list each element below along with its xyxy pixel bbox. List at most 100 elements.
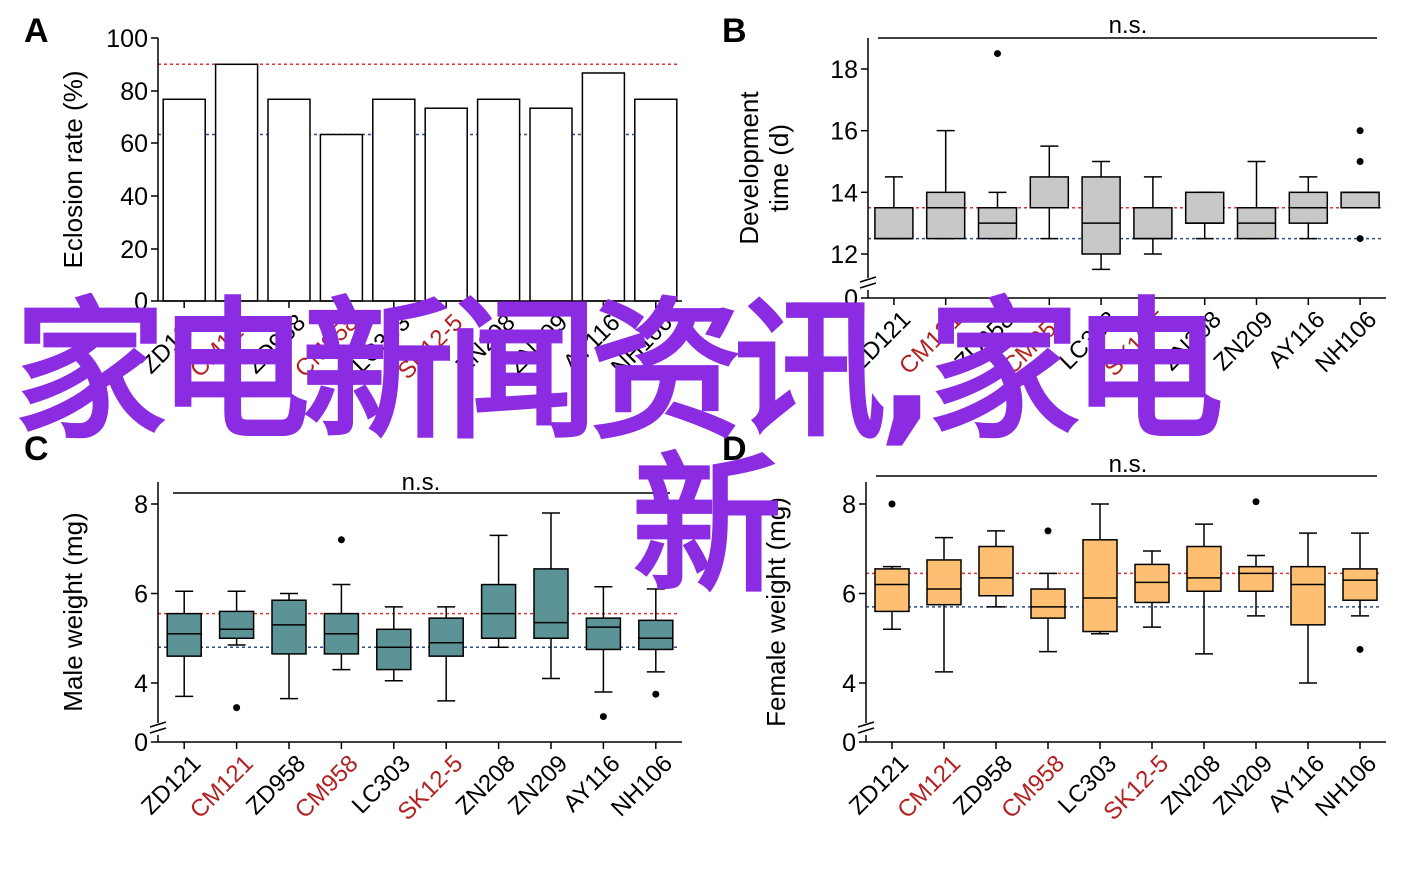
outlier-point bbox=[1356, 158, 1364, 165]
box-iqr bbox=[271, 599, 307, 655]
axis-break-mark bbox=[859, 276, 877, 283]
box-ay116 bbox=[1290, 532, 1326, 684]
significance-label: n.s. bbox=[1109, 451, 1148, 478]
box-iqr bbox=[376, 628, 412, 671]
panel-letter: A bbox=[24, 12, 49, 50]
box-zn208 bbox=[1186, 523, 1222, 655]
y-tick-label: 80 bbox=[120, 78, 148, 106]
y-axis-label: Female weight (mg) bbox=[761, 497, 791, 727]
outlier-point bbox=[337, 536, 345, 544]
y-axis-label-line: time (d) bbox=[764, 124, 794, 212]
box-iqr bbox=[428, 617, 464, 657]
box-zn208 bbox=[1184, 191, 1225, 240]
axis-break-mark bbox=[149, 721, 167, 728]
box-cm121 bbox=[925, 129, 966, 240]
box-cm958 bbox=[1029, 145, 1070, 240]
box-iqr bbox=[1290, 565, 1326, 626]
y-axis-label: Developmenttime (d) bbox=[734, 91, 794, 245]
y-tick-label: 40 bbox=[120, 183, 148, 211]
bar-nh106 bbox=[634, 98, 678, 302]
y-tick-label: 6 bbox=[842, 581, 856, 609]
box-zn209 bbox=[533, 512, 569, 680]
box-iqr bbox=[1029, 176, 1070, 209]
y-tick-label: 4 bbox=[842, 670, 856, 698]
box-zn209 bbox=[1236, 160, 1277, 240]
box-ay116 bbox=[585, 586, 622, 721]
box-iqr bbox=[1082, 539, 1118, 633]
box-lc303 bbox=[1081, 160, 1121, 271]
box-sk12-5 bbox=[428, 606, 464, 702]
box-iqr bbox=[533, 568, 569, 640]
box-zd121 bbox=[874, 500, 910, 631]
outlier-point bbox=[888, 500, 896, 508]
bar-sk12-5 bbox=[424, 107, 468, 302]
box-iqr bbox=[926, 559, 962, 606]
panel-letter: C bbox=[24, 430, 49, 468]
box-nh106 bbox=[1342, 532, 1378, 653]
box-iqr bbox=[1030, 588, 1066, 619]
box-zn208 bbox=[480, 534, 517, 648]
box-iqr bbox=[1186, 545, 1222, 593]
box-nh106 bbox=[1340, 127, 1380, 243]
box-iqr bbox=[1134, 563, 1170, 604]
axis-break-mark bbox=[857, 727, 875, 734]
box-iqr bbox=[978, 545, 1014, 597]
box-iqr bbox=[1340, 191, 1380, 209]
y-tick-label: 0 bbox=[134, 288, 148, 316]
bar-zn209 bbox=[529, 107, 573, 302]
bar-zd121 bbox=[162, 98, 206, 302]
x-tick-label: ZN209 bbox=[503, 309, 573, 379]
x-tick-label: ZN209 bbox=[1208, 750, 1278, 820]
y-tick-label: 4 bbox=[134, 670, 148, 698]
x-tick-label: ZN208 bbox=[451, 309, 521, 379]
significance-label: n.s. bbox=[1109, 12, 1148, 39]
box-cm958 bbox=[1030, 527, 1066, 653]
y-tick-label: 14 bbox=[830, 179, 858, 207]
y-tick-label: 16 bbox=[830, 118, 858, 146]
axis-break-mark bbox=[857, 721, 875, 728]
y-tick-label: 12 bbox=[830, 241, 858, 269]
y-tick-label: 0 bbox=[134, 729, 148, 757]
axis-break-mark bbox=[149, 727, 167, 734]
y-tick-label: 8 bbox=[134, 491, 148, 519]
box-iqr bbox=[925, 191, 966, 240]
outlier-point bbox=[1356, 127, 1364, 135]
box-iqr bbox=[480, 583, 517, 639]
y-tick-label: 0 bbox=[842, 729, 856, 757]
outlier-point bbox=[994, 50, 1001, 58]
box-zd121 bbox=[874, 176, 914, 240]
x-tick-label: ZN209 bbox=[503, 750, 573, 820]
panel-letter: B bbox=[722, 12, 747, 50]
outlier-point bbox=[1356, 235, 1364, 243]
box-iqr bbox=[218, 610, 255, 640]
outlier-point bbox=[1044, 527, 1052, 535]
outlier-point bbox=[599, 713, 607, 721]
panel-letter: D bbox=[722, 430, 747, 468]
y-tick-label: 20 bbox=[120, 236, 148, 264]
box-iqr bbox=[1342, 568, 1378, 601]
box-zd121 bbox=[166, 590, 202, 698]
box-cm958 bbox=[323, 536, 360, 671]
box-iqr bbox=[585, 617, 622, 651]
box-iqr bbox=[1184, 191, 1225, 224]
y-axis-label-line: Development bbox=[734, 91, 764, 245]
x-tick-label: ZN209 bbox=[1209, 306, 1279, 376]
bar-cm958 bbox=[319, 133, 364, 302]
y-axis-label: Eclosion rate (%) bbox=[58, 71, 88, 269]
y-tick-label: 100 bbox=[106, 25, 148, 53]
box-nh106 bbox=[638, 588, 674, 698]
y-axis-label: Male weight (mg) bbox=[58, 512, 88, 711]
box-zd958 bbox=[977, 50, 1018, 240]
box-cm121 bbox=[218, 590, 255, 712]
outlier-point bbox=[1252, 498, 1260, 506]
box-lc303 bbox=[1082, 503, 1118, 635]
box-zd958 bbox=[978, 530, 1014, 608]
box-sk12-5 bbox=[1133, 176, 1173, 255]
bar-cm121 bbox=[214, 63, 259, 302]
y-tick-label: 6 bbox=[134, 581, 148, 609]
